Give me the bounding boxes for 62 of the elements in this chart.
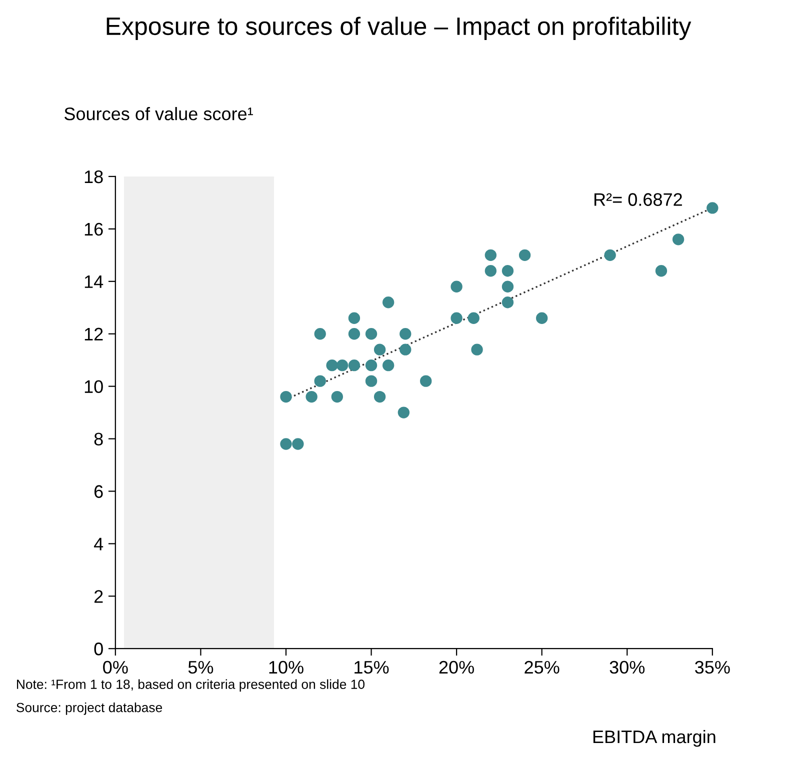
point	[484, 265, 497, 277]
y-tick-label: 12	[84, 328, 103, 340]
point	[420, 375, 432, 387]
point	[450, 280, 462, 292]
point	[314, 375, 326, 387]
point	[348, 328, 360, 340]
point	[655, 265, 668, 277]
point	[400, 328, 412, 340]
point	[365, 359, 378, 372]
point	[398, 406, 410, 418]
y-tick-label: 14	[84, 276, 104, 288]
x-tick-label: 15%	[354, 660, 389, 674]
y-tick-label: 2	[94, 590, 103, 603]
x-tick-label: 20%	[439, 660, 474, 674]
source-note: Source: project database	[16, 702, 162, 715]
x-tick-label: 35%	[695, 660, 730, 674]
x-tick-label: 30%	[610, 660, 645, 674]
point	[331, 390, 344, 403]
x-tick-label: 25%	[524, 660, 560, 674]
point	[292, 438, 304, 450]
y-tick-label: 10	[84, 380, 103, 394]
y-tick-label: 6	[94, 485, 103, 498]
point	[471, 344, 483, 356]
chart-title: Exposure to sources of value – Impact on profitability	[106, 16, 692, 40]
x-tick-label: 10%	[269, 660, 304, 674]
y-tick-label: 18	[84, 170, 103, 184]
point	[348, 312, 360, 324]
point	[314, 328, 326, 340]
text: Note: ¹From 1 to 18, based on criteria presented on slide 10	[17, 679, 365, 692]
point	[326, 359, 338, 372]
point	[336, 359, 348, 372]
y-tick-label: 16	[84, 222, 103, 236]
point	[280, 438, 292, 450]
point	[502, 280, 514, 292]
point	[280, 390, 292, 403]
point	[374, 344, 386, 356]
point	[502, 265, 514, 277]
y-tick-label: 8	[94, 432, 103, 446]
annotation: R²= 0.6872	[594, 193, 682, 206]
y-tick-label: 4	[94, 538, 104, 550]
point	[374, 390, 386, 403]
point	[604, 249, 616, 262]
point	[382, 296, 394, 308]
point	[468, 312, 480, 324]
point	[484, 249, 497, 262]
x-tick-label: 5%	[188, 660, 214, 674]
point	[400, 344, 412, 356]
point	[306, 390, 318, 403]
y-axis-title: Sources of value score¹	[64, 107, 253, 120]
point	[365, 375, 378, 387]
y-tick-label: 0	[94, 642, 103, 656]
point	[502, 296, 514, 308]
point	[450, 312, 462, 324]
point	[348, 359, 360, 372]
point	[706, 202, 718, 214]
x-axis-title: EBITDA margin	[593, 730, 716, 747]
point	[518, 249, 531, 262]
x-tick-label: 0%	[103, 660, 128, 674]
point	[536, 312, 548, 324]
point	[365, 328, 378, 340]
point	[382, 359, 394, 372]
point	[672, 234, 684, 246]
